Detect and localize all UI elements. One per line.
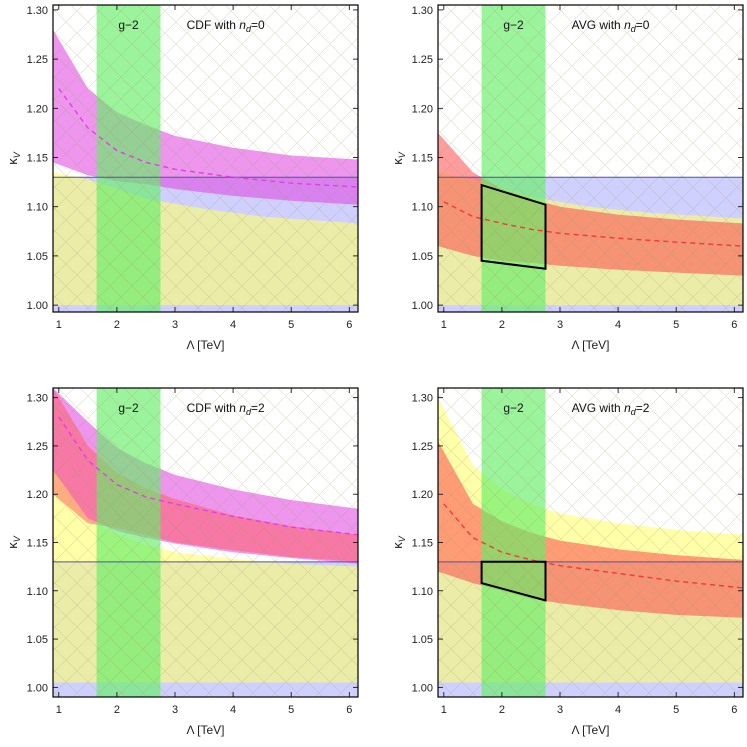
- plot-area: [438, 388, 743, 697]
- y-tick-label: 1.30: [27, 5, 48, 17]
- y-tick-label: 1.10: [412, 586, 433, 598]
- y-tick-label: 1.15: [27, 153, 48, 165]
- plot-frame: [437, 4, 744, 313]
- x-tick-label: 4: [615, 319, 621, 331]
- y-tick-label: 1.05: [412, 251, 433, 263]
- chart-panel-2: 1 2 3 4 5 6 1.00 1.05 1.10 1.15 1.20 1.25 1.30 Λ [TeV…: [390, 4, 744, 352]
- x-tick-label: 5: [288, 704, 294, 716]
- y-tick-label: 1.20: [27, 103, 48, 115]
- x-tick-label: 3: [172, 319, 178, 331]
- x-tick-label: 4: [615, 704, 621, 716]
- y-tick-label: 1.15: [27, 538, 48, 550]
- plot-frame: [52, 4, 359, 313]
- y-tick-label: 1.10: [27, 202, 48, 214]
- y-axis-label: κV: [5, 535, 22, 549]
- x-tick-label: 4: [230, 319, 236, 331]
- x-tick-label: 3: [172, 704, 178, 716]
- x-tick-label: 1: [441, 704, 447, 716]
- x-tick-label: 3: [557, 319, 563, 331]
- allowed-region-box: [480, 560, 547, 602]
- y-tick-label: 1.15: [412, 538, 433, 550]
- y-tick-label: 1.30: [412, 393, 433, 405]
- y-tick-label: 1.20: [27, 489, 48, 501]
- x-tick-label: 3: [557, 704, 563, 716]
- chart-panel-4: 1 2 3 4 5 6 1.00 1.05 1.10 1.15 1.20 1.25 1.30 Λ [TeV…: [390, 387, 744, 737]
- y-tick-label: 1.10: [27, 586, 48, 598]
- x-tick-label: 5: [673, 704, 679, 716]
- x-tick-label: 6: [731, 704, 737, 716]
- panel-annotation: AVG with nd=2: [572, 401, 650, 417]
- hatch-overlay: [53, 5, 358, 312]
- x-tick-label: 5: [288, 319, 294, 331]
- y-tick-label: 1.25: [412, 54, 433, 66]
- y-tick-label: 1.25: [27, 54, 48, 66]
- x-tick-label: 2: [114, 704, 120, 716]
- allowed-region-box: [480, 183, 547, 270]
- x-tick-label: 6: [346, 704, 352, 716]
- y-tick-label: 1.30: [412, 5, 433, 17]
- y-tick-label: 1.00: [412, 682, 433, 694]
- y-tick-label: 1.30: [27, 393, 48, 405]
- y-tick-label: 1.00: [27, 300, 48, 312]
- panel-annotation: AVG with nd=0: [572, 18, 650, 34]
- y-axis-label: κV: [390, 151, 407, 165]
- x-tick-label: 1: [441, 319, 447, 331]
- chart-panel-1: 1 2 3 4 5 6 1.00 1.05 1.10 1.15 1.20 1.25 1.30 Λ [TeV…: [5, 4, 359, 352]
- y-tick-label: 1.25: [412, 441, 433, 453]
- x-tick-label: 2: [114, 319, 120, 331]
- g2-label: g−2: [118, 401, 139, 415]
- g2-label: g−2: [503, 401, 524, 415]
- x-tick-label: 2: [499, 319, 505, 331]
- x-axis-label: Λ [TeV]: [571, 338, 609, 352]
- x-tick-label: 6: [346, 319, 352, 331]
- central-line: [443, 201, 743, 247]
- central-line: [58, 88, 358, 188]
- x-axis-label: Λ [TeV]: [186, 338, 224, 352]
- hatch-overlay: [438, 5, 743, 312]
- plot-area: [53, 388, 358, 697]
- x-tick-label: 6: [731, 319, 737, 331]
- x-tick-label: 4: [230, 704, 236, 716]
- y-tick-label: 1.00: [27, 682, 48, 694]
- y-tick-label: 1.05: [27, 251, 48, 263]
- central-line: [58, 416, 358, 536]
- plot-area: [53, 5, 358, 312]
- y-axis-label: κV: [5, 151, 22, 165]
- y-tick-label: 1.05: [412, 634, 433, 646]
- plot-area: [438, 5, 743, 312]
- y-tick-label: 1.25: [27, 441, 48, 453]
- x-tick-label: 1: [56, 704, 62, 716]
- y-tick-label: 1.10: [412, 202, 433, 214]
- chart-panel-3: 1 2 3 4 5 6 1.00 1.05 1.10 1.15 1.20 1.25 1.30 Λ [TeV…: [5, 387, 359, 737]
- panel-annotation: CDF with nd=0: [187, 18, 265, 34]
- y-tick-label: 1.20: [412, 103, 433, 115]
- x-tick-label: 2: [499, 704, 505, 716]
- x-axis-label: Λ [TeV]: [186, 723, 224, 737]
- g2-label: g−2: [118, 18, 139, 32]
- g2-label: g−2: [503, 18, 524, 32]
- hatch-overlay: [438, 388, 743, 697]
- y-tick-label: 1.15: [412, 153, 433, 165]
- y-tick-label: 1.20: [412, 489, 433, 501]
- y-tick-label: 1.05: [27, 634, 48, 646]
- x-axis-label: Λ [TeV]: [571, 723, 609, 737]
- y-tick-label: 1.00: [412, 300, 433, 312]
- panel-annotation: CDF with nd=2: [187, 401, 265, 417]
- hatch-overlay: [53, 388, 358, 697]
- x-tick-label: 1: [56, 319, 62, 331]
- x-tick-label: 5: [673, 319, 679, 331]
- y-axis-label: κV: [390, 535, 407, 549]
